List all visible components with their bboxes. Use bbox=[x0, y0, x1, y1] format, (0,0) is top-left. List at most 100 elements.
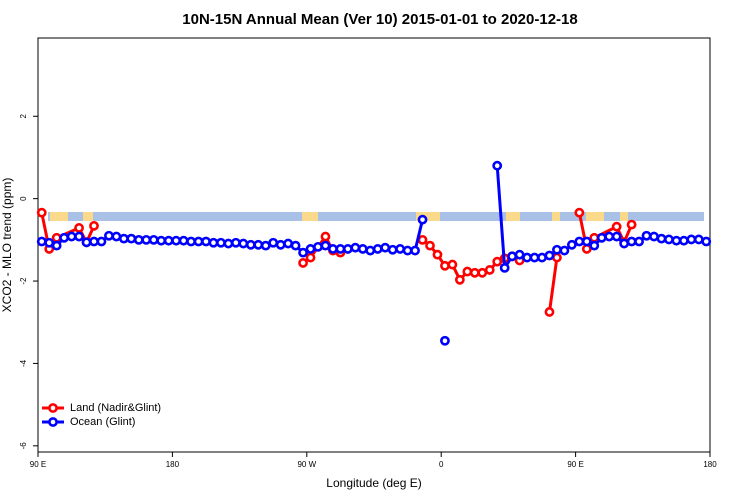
series-marker bbox=[604, 231, 615, 242]
series-marker bbox=[238, 238, 249, 249]
series-marker bbox=[171, 235, 182, 246]
series-marker bbox=[148, 234, 159, 245]
series-marker bbox=[641, 230, 652, 241]
series-marker bbox=[544, 250, 555, 261]
series-marker bbox=[380, 242, 391, 253]
series-marker bbox=[59, 232, 70, 243]
y-tick-label: -4 bbox=[19, 359, 28, 367]
series-marker bbox=[402, 245, 413, 256]
series-marker bbox=[298, 258, 308, 268]
series-marker bbox=[447, 259, 458, 270]
series-marker bbox=[529, 252, 540, 263]
series-marker bbox=[387, 244, 398, 255]
x-tick-label: 0 bbox=[439, 460, 444, 469]
series-marker bbox=[163, 235, 174, 246]
legend-label: Land (Nadir&Glint) bbox=[70, 402, 161, 414]
series-marker bbox=[693, 234, 704, 245]
y-tick-label: 0 bbox=[19, 196, 28, 201]
series-marker bbox=[432, 249, 443, 260]
series-marker bbox=[634, 236, 644, 247]
series-marker bbox=[507, 251, 518, 262]
series-marker bbox=[305, 244, 316, 254]
series-marker bbox=[686, 234, 697, 245]
series-marker bbox=[156, 235, 167, 246]
series-marker bbox=[335, 244, 346, 254]
series-marker bbox=[260, 240, 271, 251]
series-marker bbox=[596, 232, 607, 243]
series-marker bbox=[544, 307, 555, 317]
series-marker bbox=[671, 235, 682, 246]
land-mask-band bbox=[48, 212, 704, 221]
series-marker bbox=[469, 267, 480, 278]
series-marker bbox=[649, 231, 659, 242]
series-marker bbox=[626, 219, 637, 230]
series-marker bbox=[440, 335, 450, 346]
series-marker bbox=[410, 245, 420, 256]
series-marker bbox=[320, 231, 331, 242]
chart-title: 10N-15N Annual Mean (Ver 10) 2015-01-01 … bbox=[182, 11, 577, 28]
series-marker bbox=[440, 260, 450, 271]
series-marker bbox=[462, 266, 473, 277]
series-marker bbox=[477, 267, 488, 278]
series-marker bbox=[313, 241, 323, 252]
x-tick-label: 90 W bbox=[297, 460, 316, 469]
series-marker bbox=[74, 231, 84, 242]
series-marker bbox=[245, 239, 256, 250]
x-tick-label: 180 bbox=[166, 460, 180, 469]
series-marker bbox=[178, 235, 189, 246]
series-marker bbox=[133, 234, 144, 245]
series-marker bbox=[89, 236, 99, 247]
series-marker bbox=[499, 262, 510, 273]
series-marker bbox=[656, 233, 667, 244]
y-tick-label: -6 bbox=[19, 442, 28, 450]
series-line bbox=[547, 257, 559, 313]
series-marker bbox=[350, 242, 361, 253]
series-marker bbox=[305, 252, 316, 263]
series-marker bbox=[126, 233, 137, 244]
series-marker bbox=[357, 244, 368, 254]
series-marker bbox=[365, 245, 376, 256]
series-marker bbox=[186, 236, 196, 247]
series-marker bbox=[611, 231, 622, 242]
series-marker bbox=[118, 233, 129, 244]
series-marker bbox=[522, 252, 532, 263]
series-marker bbox=[514, 249, 525, 260]
series-marker bbox=[566, 239, 577, 250]
series-marker bbox=[581, 236, 592, 247]
series-marker bbox=[275, 239, 286, 250]
y-axis-label: XCO2 - MLO trend (ppm) bbox=[0, 178, 14, 313]
series-marker bbox=[552, 252, 562, 263]
series-marker bbox=[492, 256, 503, 267]
series-marker bbox=[290, 240, 301, 251]
series-marker bbox=[253, 239, 264, 250]
series-marker bbox=[626, 236, 637, 247]
series-marker bbox=[552, 244, 562, 255]
legend-swatch-marker bbox=[48, 417, 58, 427]
series-marker bbox=[230, 237, 241, 248]
series-marker bbox=[283, 238, 294, 249]
series-marker bbox=[141, 234, 152, 245]
series-marker bbox=[44, 237, 55, 248]
legend-label: Ocean (Glint) bbox=[70, 416, 135, 428]
series-marker bbox=[104, 230, 114, 241]
series-marker bbox=[328, 244, 338, 254]
series-marker bbox=[298, 247, 308, 258]
series-marker bbox=[574, 236, 585, 247]
legend-swatch-marker bbox=[48, 403, 58, 413]
series-marker bbox=[417, 214, 428, 225]
series-marker bbox=[36, 236, 47, 247]
series-marker bbox=[417, 234, 428, 245]
series-marker bbox=[701, 236, 712, 247]
x-tick-label: 180 bbox=[703, 460, 717, 469]
series-marker bbox=[193, 236, 204, 247]
series-marker bbox=[589, 240, 600, 251]
series-marker bbox=[208, 237, 219, 248]
y-tick-label: -2 bbox=[19, 277, 28, 285]
series-marker bbox=[611, 221, 622, 232]
series-marker bbox=[537, 252, 547, 263]
series-marker bbox=[74, 223, 84, 233]
series-marker bbox=[372, 244, 383, 254]
series-marker bbox=[223, 238, 234, 249]
series-marker bbox=[111, 231, 122, 242]
series-marker bbox=[342, 244, 353, 254]
